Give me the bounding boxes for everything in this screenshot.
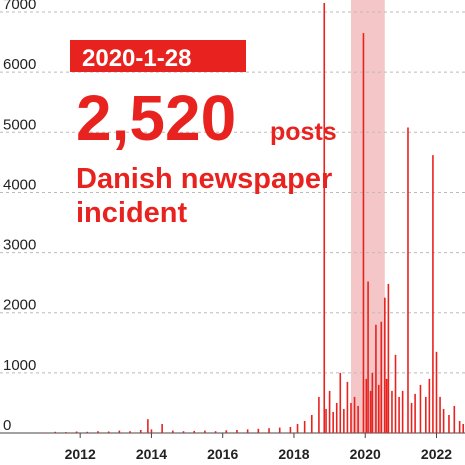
- spike: [385, 378, 388, 433]
- spike: [458, 420, 461, 433]
- spike: [107, 431, 110, 433]
- spike: [214, 431, 217, 433]
- spike: [328, 390, 331, 433]
- spike: [54, 431, 57, 433]
- spike: [335, 402, 338, 433]
- spike: [394, 354, 397, 433]
- spike: [414, 393, 416, 433]
- y-tick-label: 3000: [3, 237, 36, 254]
- spike: [147, 419, 149, 433]
- spike: [43, 432, 46, 433]
- y-tick-label: 7000: [3, 0, 36, 13]
- y-tick-label: 1000: [3, 357, 36, 374]
- spike: [318, 396, 320, 433]
- spike: [362, 33, 365, 434]
- annotation-text: Danish newspaper: [76, 163, 332, 195]
- spike: [225, 430, 228, 433]
- x-tick-label: 2020: [350, 446, 381, 462]
- spike: [323, 3, 326, 433]
- spike: [357, 405, 359, 433]
- spike: [236, 429, 238, 433]
- spike: [410, 402, 413, 433]
- x-tick-label: 2022: [421, 446, 452, 462]
- spike: [407, 127, 409, 433]
- spike: [365, 378, 368, 433]
- annotation-text: incident: [76, 197, 188, 229]
- spike: [193, 430, 195, 433]
- spike: [172, 430, 174, 433]
- annotation-value: 2,520: [76, 82, 236, 154]
- spike: [398, 396, 400, 433]
- spike: [435, 351, 438, 433]
- spike: [377, 384, 380, 433]
- spike: [325, 408, 327, 433]
- spike: [129, 431, 131, 433]
- spike: [118, 430, 121, 433]
- spike: [367, 281, 369, 433]
- spike: [419, 384, 422, 433]
- spike: [462, 423, 465, 433]
- spike: [425, 396, 427, 433]
- y-tick-label: 2000: [3, 297, 36, 314]
- spike: [375, 324, 377, 433]
- x-tick-label: 2016: [207, 446, 238, 462]
- spike: [371, 372, 374, 433]
- spike: [97, 431, 99, 433]
- spike: [296, 423, 299, 433]
- spike: [257, 428, 260, 433]
- spike: [353, 396, 356, 433]
- spike: [246, 429, 249, 433]
- spike: [268, 428, 270, 433]
- spike: [439, 396, 441, 433]
- spike: [380, 321, 383, 433]
- spike: [332, 411, 334, 433]
- spike: [448, 414, 450, 433]
- annotation-box: [70, 40, 246, 72]
- spike: [161, 423, 163, 433]
- x-tick-label: 2014: [136, 446, 167, 462]
- spike: [289, 426, 292, 433]
- spike: [453, 405, 456, 433]
- spike: [139, 429, 142, 433]
- spike: [65, 432, 67, 433]
- spike: [391, 390, 393, 433]
- spike: [86, 431, 89, 433]
- spike: [428, 378, 431, 433]
- x-tick-label: 2018: [278, 446, 309, 462]
- spike: [401, 390, 404, 433]
- spike: [346, 381, 349, 433]
- spike: [182, 431, 185, 433]
- spike: [75, 431, 78, 433]
- spike: [310, 414, 313, 433]
- y-tick-label: 4000: [3, 176, 36, 193]
- spike: [339, 372, 342, 433]
- spike: [343, 408, 345, 433]
- y-tick-label: 6000: [3, 56, 36, 73]
- spike: [442, 408, 445, 433]
- spike: [369, 390, 372, 433]
- spike: [204, 430, 206, 433]
- spike: [432, 155, 434, 434]
- spike: [150, 429, 153, 433]
- spike: [303, 420, 306, 433]
- x-tick-label: 2012: [65, 446, 96, 462]
- spike: [278, 427, 281, 433]
- annotation-date: 2020-1-28: [82, 45, 191, 72]
- spike: [387, 283, 390, 433]
- y-tick-label: 5000: [3, 116, 36, 133]
- annotation-unit: posts: [270, 118, 337, 146]
- spike: [350, 402, 352, 433]
- spike: [384, 297, 386, 433]
- y-tick-label: 0: [3, 417, 11, 434]
